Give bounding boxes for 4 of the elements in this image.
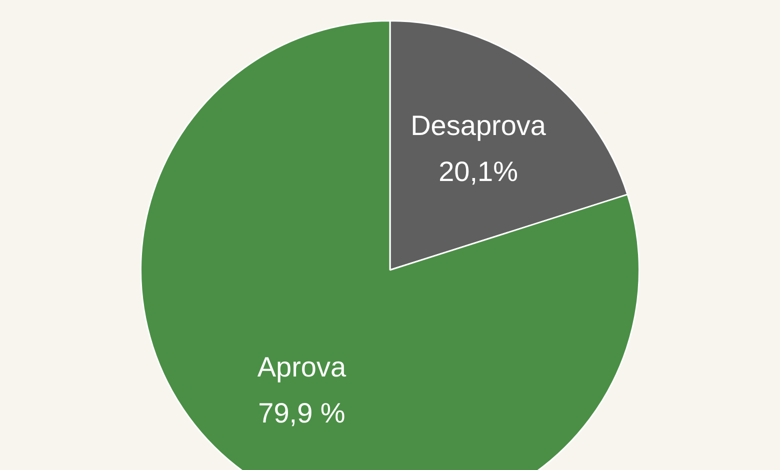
data-label: 79,9 % bbox=[258, 397, 346, 428]
data-label: 20,1% bbox=[438, 156, 518, 188]
slice-label: Desaprova bbox=[410, 110, 546, 142]
slice-label: Aprova bbox=[257, 351, 346, 382]
